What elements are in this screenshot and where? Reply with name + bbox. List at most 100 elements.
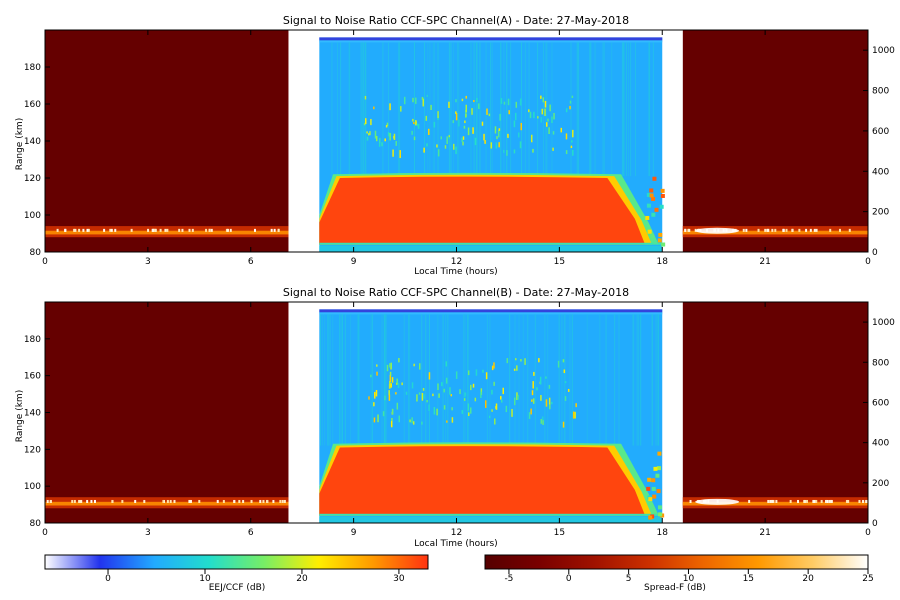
echo-speckle	[378, 141, 381, 147]
echo-speckle	[386, 122, 389, 127]
sunset-turbulence	[649, 188, 654, 193]
spread-f-speckle	[78, 228, 81, 232]
echo-speckle	[565, 133, 568, 140]
snr-streak	[522, 314, 524, 446]
echo-speckle	[538, 358, 540, 363]
echo-speckle	[375, 390, 378, 397]
spread-f-speckle	[766, 228, 769, 232]
echo-speckle	[373, 106, 375, 110]
snr-streak	[324, 314, 326, 446]
strong-layer-core	[319, 176, 646, 245]
spread-f-speckle	[803, 499, 806, 503]
x-tick-label: 21	[759, 528, 770, 538]
echo-speckle	[389, 374, 392, 383]
echo-speckle	[390, 421, 393, 428]
spread-f-speckle	[205, 228, 208, 232]
x-axis-label: Local Time (hours)	[414, 267, 497, 277]
echo-speckle	[564, 396, 567, 401]
echo-speckle	[548, 127, 550, 135]
sunset-turbulence	[656, 489, 661, 494]
snr-streak	[424, 42, 426, 177]
echo-speckle	[418, 363, 421, 370]
sunset-turbulence	[661, 242, 666, 247]
echo-speckle	[569, 105, 571, 110]
snr-streak	[358, 314, 360, 446]
echo-speckle	[438, 393, 440, 398]
echo-speckle	[536, 387, 538, 391]
snr-streak	[463, 314, 465, 446]
colorbar-tick-label: 15	[743, 574, 754, 584]
spread-f-speckle	[789, 499, 792, 503]
snr-streak	[649, 42, 651, 177]
echo-speckle	[437, 149, 440, 157]
snr-streak	[628, 42, 630, 177]
snr-streak	[571, 314, 573, 446]
echo-speckle	[545, 399, 548, 407]
snr-streak	[337, 42, 339, 177]
echo-speckle	[518, 132, 520, 138]
spread-f-speckle	[90, 499, 93, 503]
spread-f-speckle	[226, 228, 229, 232]
right-tick-label: 0	[872, 519, 878, 529]
spread-f-speckle	[815, 499, 818, 503]
echo-speckle	[451, 417, 454, 423]
echo-speckle	[572, 411, 575, 419]
spread-f-speckle	[771, 228, 774, 232]
sunset-turbulence	[646, 486, 651, 491]
echo-speckle	[520, 359, 522, 362]
echo-speckle	[448, 101, 450, 108]
echo-speckle	[455, 113, 458, 121]
lower-stripe	[319, 516, 663, 523]
echo-speckle	[532, 381, 534, 389]
spread-f-speckle	[229, 228, 232, 232]
snr-streak	[457, 42, 459, 177]
echo-speckle	[465, 104, 468, 113]
spread-f-speckle	[688, 228, 691, 232]
sunset-turbulence	[660, 513, 665, 518]
echo-speckle	[484, 140, 486, 144]
echo-speckle	[423, 394, 425, 399]
chart-title: Signal to Noise Ratio CCF-SPC Channel(A)…	[283, 14, 629, 27]
snr-streak	[576, 42, 578, 177]
echo-speckle	[480, 391, 482, 398]
echo-speckle	[389, 371, 392, 376]
echo-speckle	[494, 418, 496, 425]
snr-streak	[657, 314, 659, 446]
spread-f-bright-patch	[695, 498, 740, 505]
echo-speckle	[397, 382, 400, 388]
spread-f-speckle	[110, 228, 113, 232]
echo-speckle	[428, 372, 431, 380]
echo-speckle	[524, 358, 526, 365]
echo-speckle	[388, 394, 391, 401]
spread-f-speckle	[73, 228, 76, 232]
echo-speckle	[552, 131, 555, 135]
echo-speckle	[449, 387, 451, 395]
echo-speckle	[423, 147, 425, 153]
echo-speckle	[428, 128, 430, 135]
strong-layer-core	[319, 446, 646, 516]
colorbar-spread-f: -5 0 5 10 15 20 25 Spread-F (dB)	[484, 554, 874, 593]
panel-channel-a: Signal to Noise Ratio CCF-SPC Channel(A)…	[15, 14, 895, 277]
sunset-turbulence	[655, 473, 660, 478]
spread-f-speckle	[283, 499, 286, 503]
spread-f-speckle	[188, 228, 191, 232]
spread-f-speckle	[742, 228, 745, 232]
spread-f-speckle	[233, 499, 236, 503]
spread-f-speckle	[767, 499, 770, 503]
snr-streak	[428, 314, 430, 446]
echo-speckle	[495, 142, 498, 146]
echo-speckle	[472, 383, 475, 388]
spread-f-speckle	[73, 499, 76, 503]
echo-speckle	[465, 95, 468, 99]
sunset-turbulence	[660, 193, 665, 198]
spread-f-speckle	[169, 499, 172, 503]
right-tick-label: 200	[872, 208, 889, 218]
right-tick-label: 600	[872, 127, 889, 137]
snr-streak	[437, 42, 439, 177]
echo-speckle	[463, 125, 466, 129]
snr-streak	[328, 314, 330, 446]
spread-f-speckle	[748, 499, 751, 503]
snr-streak	[447, 314, 449, 446]
echo-speckle	[425, 115, 428, 121]
spread-f-speckle	[279, 499, 282, 503]
